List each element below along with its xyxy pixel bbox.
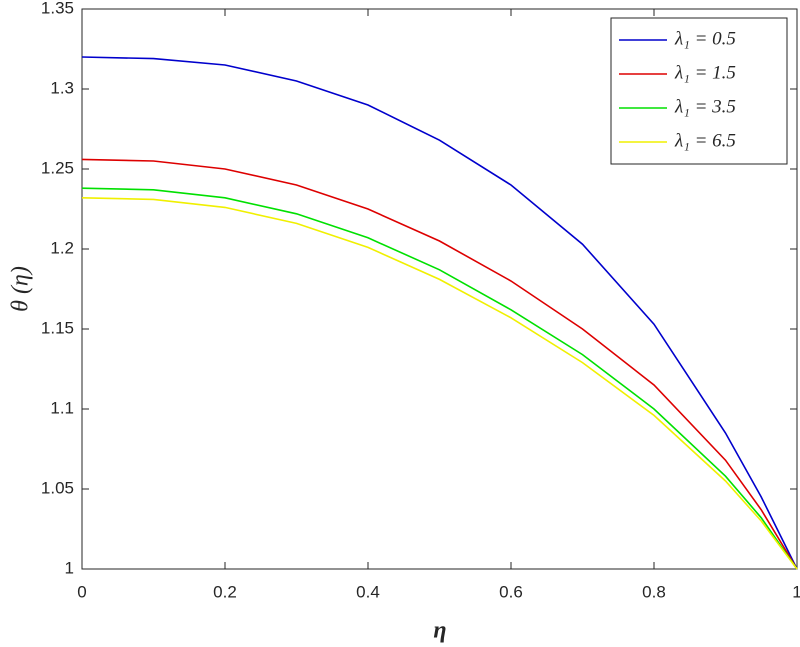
x-tick-label: 0.4	[356, 582, 380, 601]
legend-label: λ₁ = 1.5	[674, 62, 736, 83]
legend-label: λ₁ = 6.5	[674, 130, 736, 151]
x-axis-label: η	[433, 618, 446, 644]
line-series	[81, 197, 798, 570]
y-tick-label: 1.15	[41, 318, 74, 337]
y-tick-label: 1.25	[41, 158, 74, 177]
legend-box	[610, 17, 788, 165]
x-tick-label: 0	[77, 582, 86, 601]
y-tick-label: 1.1	[50, 398, 74, 417]
line-series	[81, 158, 798, 570]
y-tick-label: 1.2	[50, 238, 74, 257]
x-tick-label: 0.6	[499, 582, 523, 601]
y-tick-label: 1	[65, 558, 74, 577]
plot-frame	[81, 8, 798, 570]
y-tick-label: 1.35	[41, 0, 74, 17]
legend-label: λ₁ = 0.5	[674, 28, 736, 49]
line-series	[81, 56, 798, 570]
x-tick-label: 0.8	[642, 582, 666, 601]
y-tick-label: 1.05	[41, 478, 74, 497]
x-tick-label: 1	[792, 582, 800, 601]
y-axis-label: θ (η)	[8, 266, 34, 312]
legend-label: λ₁ = 3.5	[674, 96, 736, 117]
y-tick-label: 1.3	[50, 78, 74, 97]
line-series	[81, 187, 798, 570]
x-tick-label: 0.2	[213, 582, 237, 601]
